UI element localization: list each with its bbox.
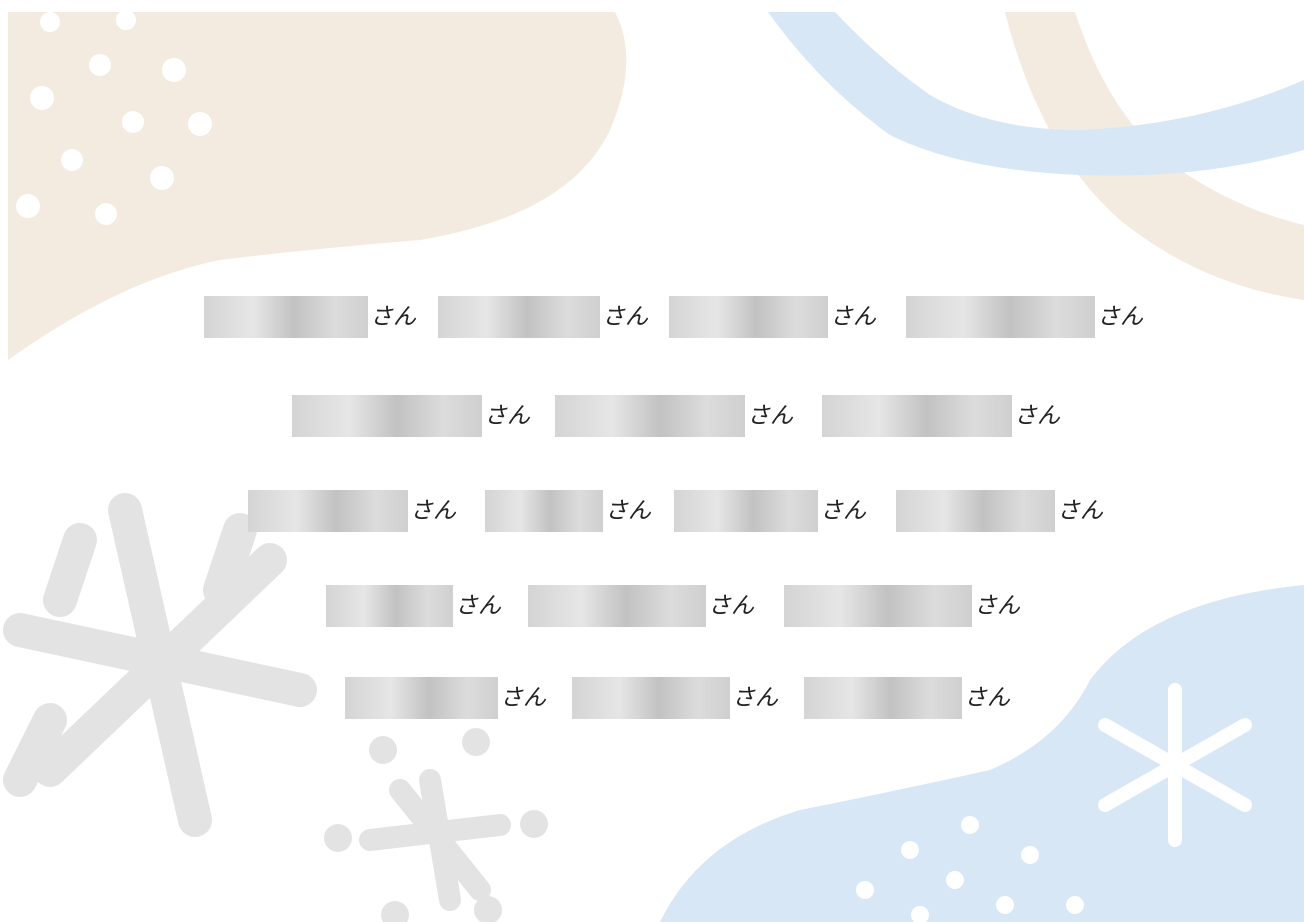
redacted-name [326,585,453,627]
honorific: さん [830,306,876,329]
redacted-name [555,395,745,437]
honorific: さん [500,687,546,710]
redacted-name [292,395,482,437]
redacted-name [528,585,706,627]
honorific: さん [708,595,754,618]
honorific: さん [484,405,530,428]
honorific: さん [602,306,648,329]
honorific: さん [1097,306,1143,329]
redacted-name [906,296,1095,338]
honorific: さん [974,595,1020,618]
background [0,0,1304,922]
redacted-name [784,585,972,627]
grey-snowflake [20,510,300,820]
honorific: さん [732,687,778,710]
redacted-name [804,677,962,719]
honorific: さん [1014,405,1060,428]
honorific: さん [1057,500,1103,523]
redacted-name [204,296,368,338]
honorific: さん [370,306,416,329]
honorific: さん [747,405,793,428]
redacted-name [822,395,1012,437]
redacted-name [345,677,498,719]
redacted-name [485,490,603,532]
honorific: さん [820,500,866,523]
honorific: さん [964,687,1010,710]
honorific: さん [410,500,456,523]
card: さんさんさんさんさんさんさんさんさんさんさんさんさんさんさんさんさん [0,0,1304,922]
redacted-name [669,296,828,338]
redacted-name [248,490,408,532]
honorific: さん [605,500,651,523]
redacted-name [896,490,1055,532]
redacted-name [438,296,600,338]
redacted-name [674,490,818,532]
honorific: さん [455,595,501,618]
redacted-name [572,677,730,719]
grey-star [370,780,500,900]
